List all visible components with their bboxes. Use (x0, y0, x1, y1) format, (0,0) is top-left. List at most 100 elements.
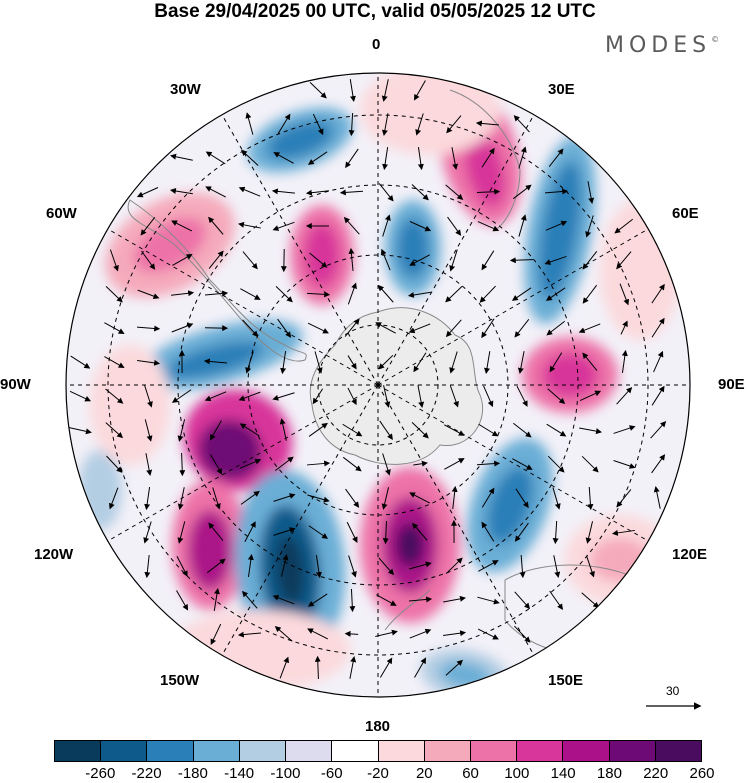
wind-vector (204, 391, 227, 402)
reference-vector-arrow (646, 702, 702, 710)
anomaly-contour (304, 223, 340, 287)
anomaly-contour (397, 218, 429, 278)
wind-vector (237, 631, 261, 638)
wind-vector (481, 521, 495, 542)
continents (127, 89, 647, 654)
wind-vector (312, 113, 324, 136)
colorbar-tick-label: 140 (550, 765, 576, 782)
wind-vector (239, 423, 260, 437)
colorbar-cell (423, 740, 470, 762)
wind-vector (409, 221, 432, 232)
polar-stereographic-map (65, 72, 691, 698)
wind-vector (108, 487, 119, 510)
colorbar-tick-label: -100 (270, 765, 301, 782)
wind-vector (611, 529, 635, 536)
colorbar-tick-label: -60 (320, 765, 343, 782)
wind-vector (208, 216, 224, 235)
wind-vector (616, 386, 633, 405)
wind-vector (614, 218, 634, 234)
wind-vector (273, 493, 296, 502)
wind-vector (349, 588, 356, 613)
wind-vector (344, 630, 359, 637)
lon-label-60w: 60W (46, 205, 77, 222)
wind-vector (515, 488, 529, 509)
wind-vector (481, 318, 495, 339)
wind-vector (144, 385, 153, 408)
wind-vector (347, 355, 357, 370)
wind-vector (277, 113, 291, 134)
colorbar-cell (377, 740, 424, 762)
wind-vector (307, 322, 329, 334)
map-title: Base 29/04/2025 00 UTC, valid 05/05/2025… (154, 1, 596, 22)
wind-vector (481, 250, 495, 271)
lon-label-60e: 60E (672, 205, 699, 222)
wind-vector (309, 82, 327, 99)
wind-vector (205, 151, 226, 165)
latitude-circle (177, 184, 579, 586)
wind-vector (582, 251, 598, 270)
modes-logo: MODES© (605, 33, 719, 58)
anomaly-contour (396, 523, 424, 567)
wind-vector (651, 317, 665, 338)
wind-vector (241, 590, 258, 609)
colorbar-tick-label: 260 (689, 765, 715, 782)
colorbar-cell (608, 740, 655, 762)
wind-vector (412, 522, 428, 541)
wind-vector (239, 458, 262, 469)
wind-vector (514, 522, 529, 542)
wind-vector (514, 625, 531, 643)
wind-vector (376, 594, 397, 606)
meridian-line (377, 228, 649, 386)
wind-vector (247, 553, 254, 577)
wind-vector (314, 655, 321, 680)
lon-label-90w: 90W (0, 376, 31, 393)
colorbar-tick-label: -180 (177, 765, 208, 782)
wind-vector (651, 283, 665, 304)
wind-vector (409, 628, 432, 639)
wind-vector (444, 458, 465, 470)
wind-vector (342, 456, 362, 472)
wind-vector (210, 454, 223, 475)
wind-vector (314, 351, 323, 374)
wind-vector (242, 319, 259, 338)
wind-vector (205, 186, 226, 198)
wind-vector (546, 423, 567, 437)
wind-vector (549, 352, 563, 373)
wind-vector (382, 520, 389, 545)
wind-vector (104, 322, 125, 334)
wind-vector (553, 555, 561, 578)
wind-vector (308, 422, 328, 437)
wind-vector (478, 423, 499, 437)
wind-vector (620, 320, 628, 335)
wind-vector (277, 318, 292, 338)
wind-vector (477, 628, 499, 640)
wind-vector (381, 79, 389, 102)
wind-vector (348, 247, 355, 271)
wind-vector (411, 184, 429, 201)
lon-label-120w: 120W (34, 546, 74, 563)
colorbar-tick-label: 100 (504, 765, 530, 782)
colorbar-cell (654, 740, 703, 762)
colorbar-cell (516, 740, 563, 762)
wind-vector (69, 390, 92, 402)
wind-vector (170, 153, 193, 161)
wind-vector (484, 351, 491, 375)
colorbar-cell (100, 740, 147, 762)
wind-vector (109, 249, 119, 272)
wind-vector (409, 254, 430, 266)
wind-vector (272, 392, 295, 401)
wind-vector (579, 390, 602, 402)
wind-vector (238, 221, 261, 229)
anomaly-contour (166, 341, 264, 379)
wind-vector (415, 113, 424, 136)
antarctica (309, 307, 484, 465)
wind-vector (381, 487, 390, 510)
wind-vector (587, 486, 594, 511)
wind-vector (581, 455, 599, 473)
wind-vector (616, 251, 632, 270)
wind-vector (312, 388, 324, 405)
wind-vector (483, 385, 494, 408)
wind-vector (136, 187, 159, 198)
wind-vector (245, 351, 254, 374)
wind-vector (206, 558, 226, 574)
